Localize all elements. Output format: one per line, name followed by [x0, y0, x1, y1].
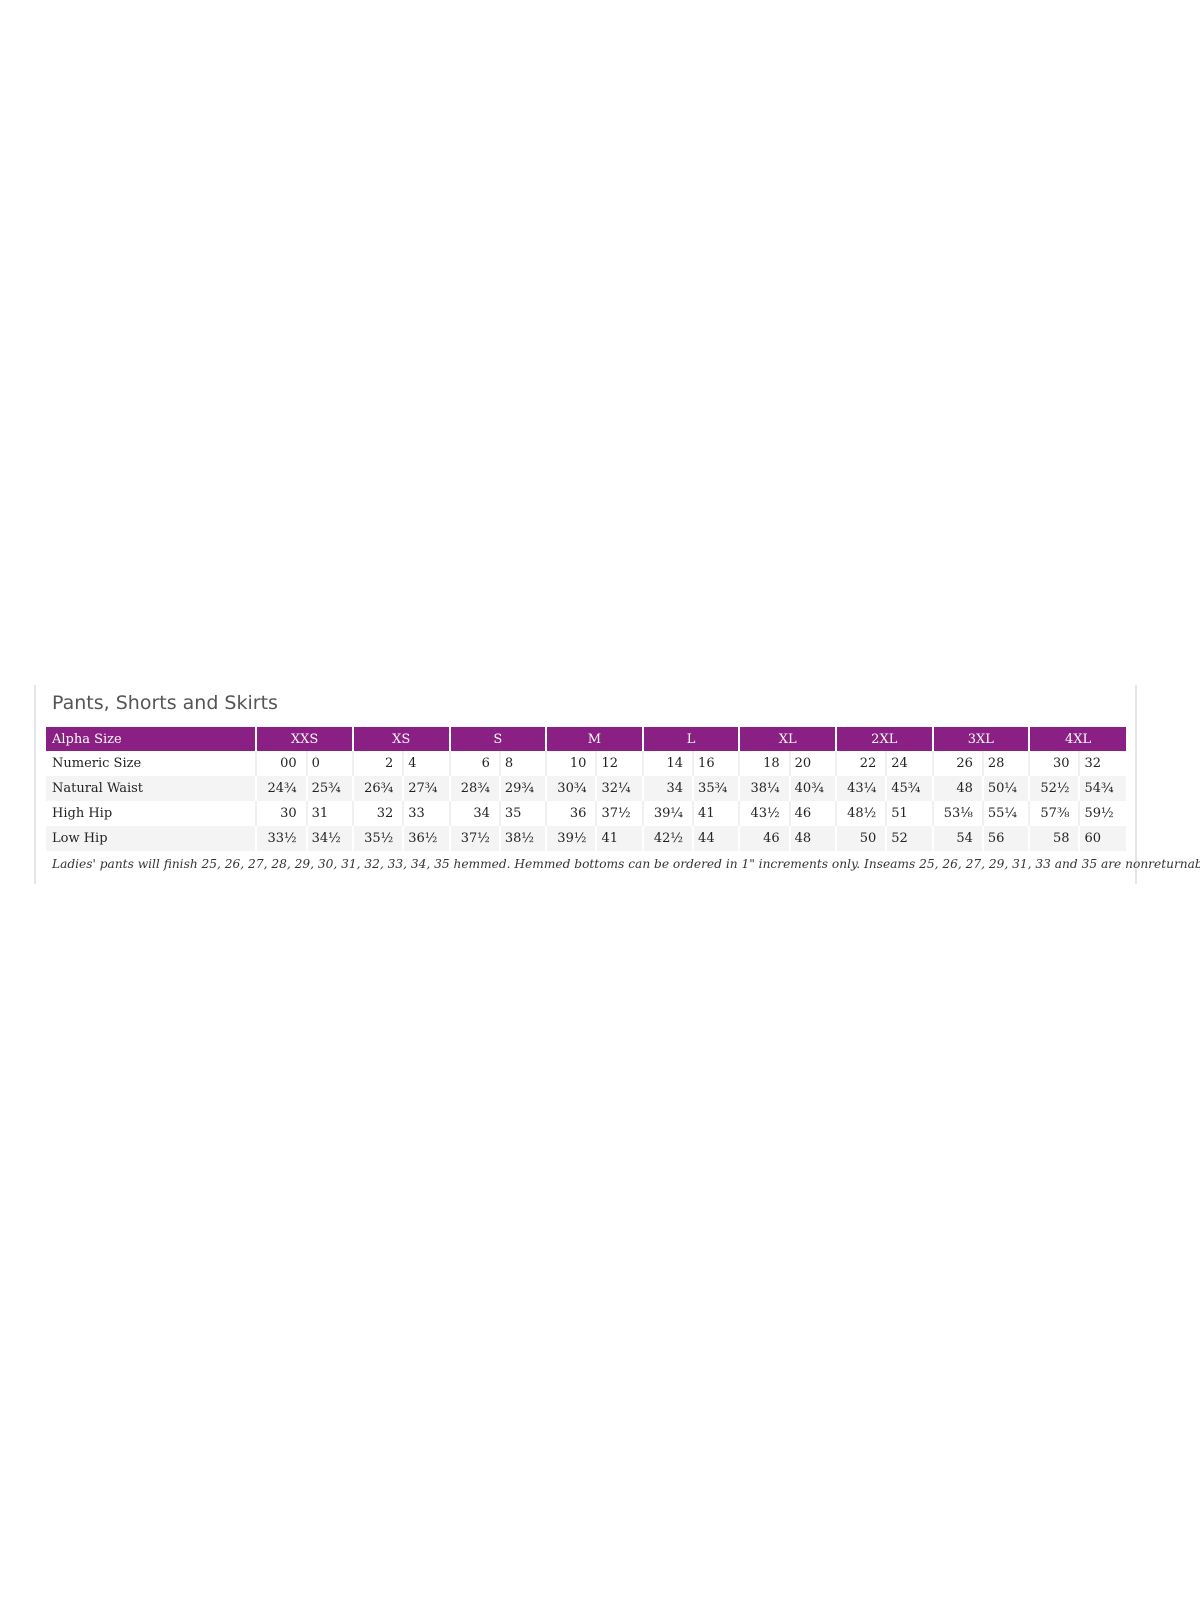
- table-cell: 39¼: [641, 801, 694, 826]
- table-cell: 30¾: [545, 776, 597, 801]
- table-cell: 58: [1028, 826, 1080, 851]
- table-cell: 35½: [351, 826, 404, 851]
- size-header: XS: [351, 727, 450, 751]
- table-cell: 00: [255, 751, 307, 776]
- table-cell: 39½: [545, 826, 597, 851]
- table-cell: 28¾: [448, 776, 500, 801]
- table-cell: 35¾: [692, 776, 740, 801]
- table-cell: 32: [1078, 751, 1126, 776]
- table-cell: 24¾: [255, 776, 307, 801]
- size-chart-frame: [34, 685, 1137, 884]
- table-cell: 60: [1078, 826, 1126, 851]
- table-cell: 54: [931, 826, 983, 851]
- size-header: S: [448, 727, 547, 751]
- table-cell: 33: [402, 801, 450, 826]
- table-cell: 57⅜: [1028, 801, 1080, 826]
- table-cell: 8: [498, 751, 547, 776]
- table-cell: 31: [305, 801, 353, 826]
- table-cell: 48: [788, 826, 836, 851]
- table-cell: 34: [641, 776, 694, 801]
- table-cell: 50¼: [981, 776, 1030, 801]
- table-cell: 30: [1028, 751, 1080, 776]
- table-cell: 32: [351, 801, 404, 826]
- footnote: Ladies' pants will finish 25, 26, 27, 28…: [52, 857, 1200, 871]
- size-header: 4XL: [1028, 727, 1126, 751]
- table-cell: 37½: [595, 801, 643, 826]
- table-cell: 38½: [498, 826, 547, 851]
- table-row: Numeric Size 00 0 2 4 6 8 10 12 14 16 18 20 22 24 26 28 3…: [46, 751, 1126, 776]
- table-cell: 51: [885, 801, 933, 826]
- table-cell: 48: [931, 776, 983, 801]
- table-cell: 4: [402, 751, 450, 776]
- row-label: Natural Waist: [46, 776, 257, 801]
- table-cell: 34: [448, 801, 500, 826]
- row-label: Low Hip: [46, 826, 257, 851]
- table-cell: 59½: [1078, 801, 1126, 826]
- table-cell: 48½: [834, 801, 887, 826]
- size-header: M: [545, 727, 643, 751]
- header-label: Alpha Size: [46, 727, 257, 751]
- table-cell: 25¾: [305, 776, 353, 801]
- table-cell: 46: [738, 826, 790, 851]
- table-cell: 10: [545, 751, 597, 776]
- table-cell: 36½: [402, 826, 450, 851]
- table-cell: 53⅛: [931, 801, 983, 826]
- table-cell: 56: [981, 826, 1030, 851]
- table-row: High Hip 30 31 32 33 34 35 36 37½ 39¼ 41 43½ 46 48½ 51…: [46, 801, 1126, 826]
- table-cell: 30: [255, 801, 307, 826]
- size-header: L: [641, 727, 740, 751]
- table-cell: 27¾: [402, 776, 450, 801]
- table-cell: 55¼: [981, 801, 1030, 826]
- table-cell: 32¼: [595, 776, 643, 801]
- table-cell: 44: [692, 826, 740, 851]
- table-cell: 22: [834, 751, 887, 776]
- table-cell: 43½: [738, 801, 790, 826]
- table-cell: 14: [641, 751, 694, 776]
- table-cell: 42½: [641, 826, 694, 851]
- table-cell: 35: [498, 801, 547, 826]
- table-cell: 16: [692, 751, 740, 776]
- table-cell: 18: [738, 751, 790, 776]
- size-header: XXS: [255, 727, 353, 751]
- row-label: Numeric Size: [52, 756, 142, 771]
- size-header: 2XL: [834, 727, 933, 751]
- table-row: Low Hip 33½ 34½ 35½ 36½ 37½ 38½ 39½ 41 42½ 44 46 48 5…: [46, 826, 1126, 851]
- table-cell: 46: [788, 801, 836, 826]
- table-cell: 54¾: [1078, 776, 1126, 801]
- table-cell: 38¼: [738, 776, 790, 801]
- table-cell: 26: [931, 751, 983, 776]
- table-cell: 45¾: [885, 776, 933, 801]
- table-cell: 40¾: [788, 776, 836, 801]
- table-cell: 36: [545, 801, 597, 826]
- table-cell: 12: [595, 751, 643, 776]
- table-cell: 28: [981, 751, 1030, 776]
- table-cell: 50: [834, 826, 887, 851]
- table-cell: 52½: [1028, 776, 1080, 801]
- header-row: Alpha Size XXS XS S M L XL 2XL 3XL 4XL: [46, 727, 1126, 751]
- table-cell: 37½: [448, 826, 500, 851]
- table-cell: 20: [788, 751, 836, 776]
- size-header: 3XL: [931, 727, 1030, 751]
- table-row: Natural Waist 24¾ 25¾ 26¾ 27¾ 28¾ 29¾ 30¾ 32¼ 34 3…: [46, 776, 1126, 801]
- chart-title: Pants, Shorts and Skirts: [52, 692, 278, 714]
- table-cell: 41: [595, 826, 643, 851]
- table-cell: 34½: [305, 826, 353, 851]
- table-cell: 33½: [255, 826, 307, 851]
- table-cell: 24: [885, 751, 933, 776]
- table-cell: 41: [692, 801, 740, 826]
- table-cell: 52: [885, 826, 933, 851]
- table-cell: 6: [448, 751, 500, 776]
- table-cell: 43¼: [834, 776, 887, 801]
- row-label: High Hip: [52, 806, 113, 821]
- table-cell: 2: [351, 751, 404, 776]
- table-cell: 26¾: [351, 776, 404, 801]
- table-cell: 0: [305, 751, 353, 776]
- size-chart-table: Alpha Size XXS XS S M L XL 2XL 3XL 4XL Numeric Si…: [46, 727, 1126, 851]
- size-header: XL: [738, 727, 836, 751]
- table-cell: 29¾: [498, 776, 547, 801]
